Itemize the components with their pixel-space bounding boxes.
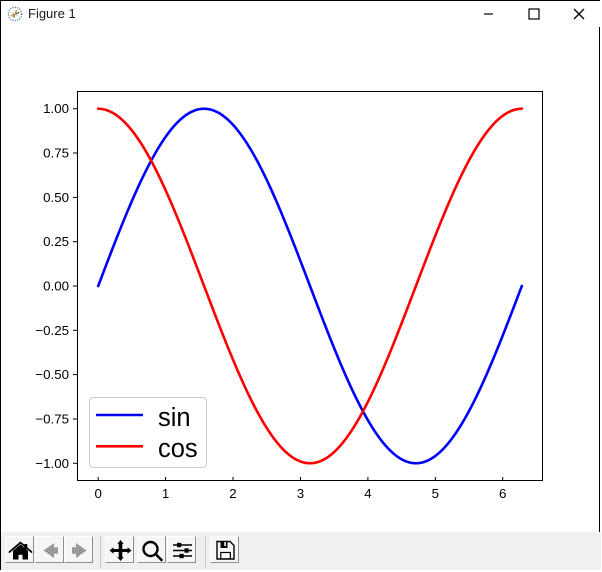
- svg-text:5: 5: [432, 486, 439, 501]
- svg-text:−1.00: −1.00: [35, 456, 69, 471]
- svg-text:−0.50: −0.50: [35, 367, 69, 382]
- svg-text:0.00: 0.00: [43, 279, 69, 294]
- svg-text:0.25: 0.25: [43, 234, 69, 249]
- svg-text:−0.75: −0.75: [35, 412, 69, 427]
- svg-text:−0.25: −0.25: [35, 323, 69, 338]
- svg-text:3: 3: [297, 486, 304, 501]
- svg-text:2: 2: [229, 486, 236, 501]
- svg-text:4: 4: [364, 486, 371, 501]
- svg-text:0.75: 0.75: [43, 146, 69, 161]
- svg-text:6: 6: [499, 486, 506, 501]
- svg-text:1.00: 1.00: [43, 101, 69, 116]
- svg-text:1: 1: [162, 486, 169, 501]
- svg-text:0: 0: [94, 486, 101, 501]
- svg-text:0.50: 0.50: [43, 190, 69, 205]
